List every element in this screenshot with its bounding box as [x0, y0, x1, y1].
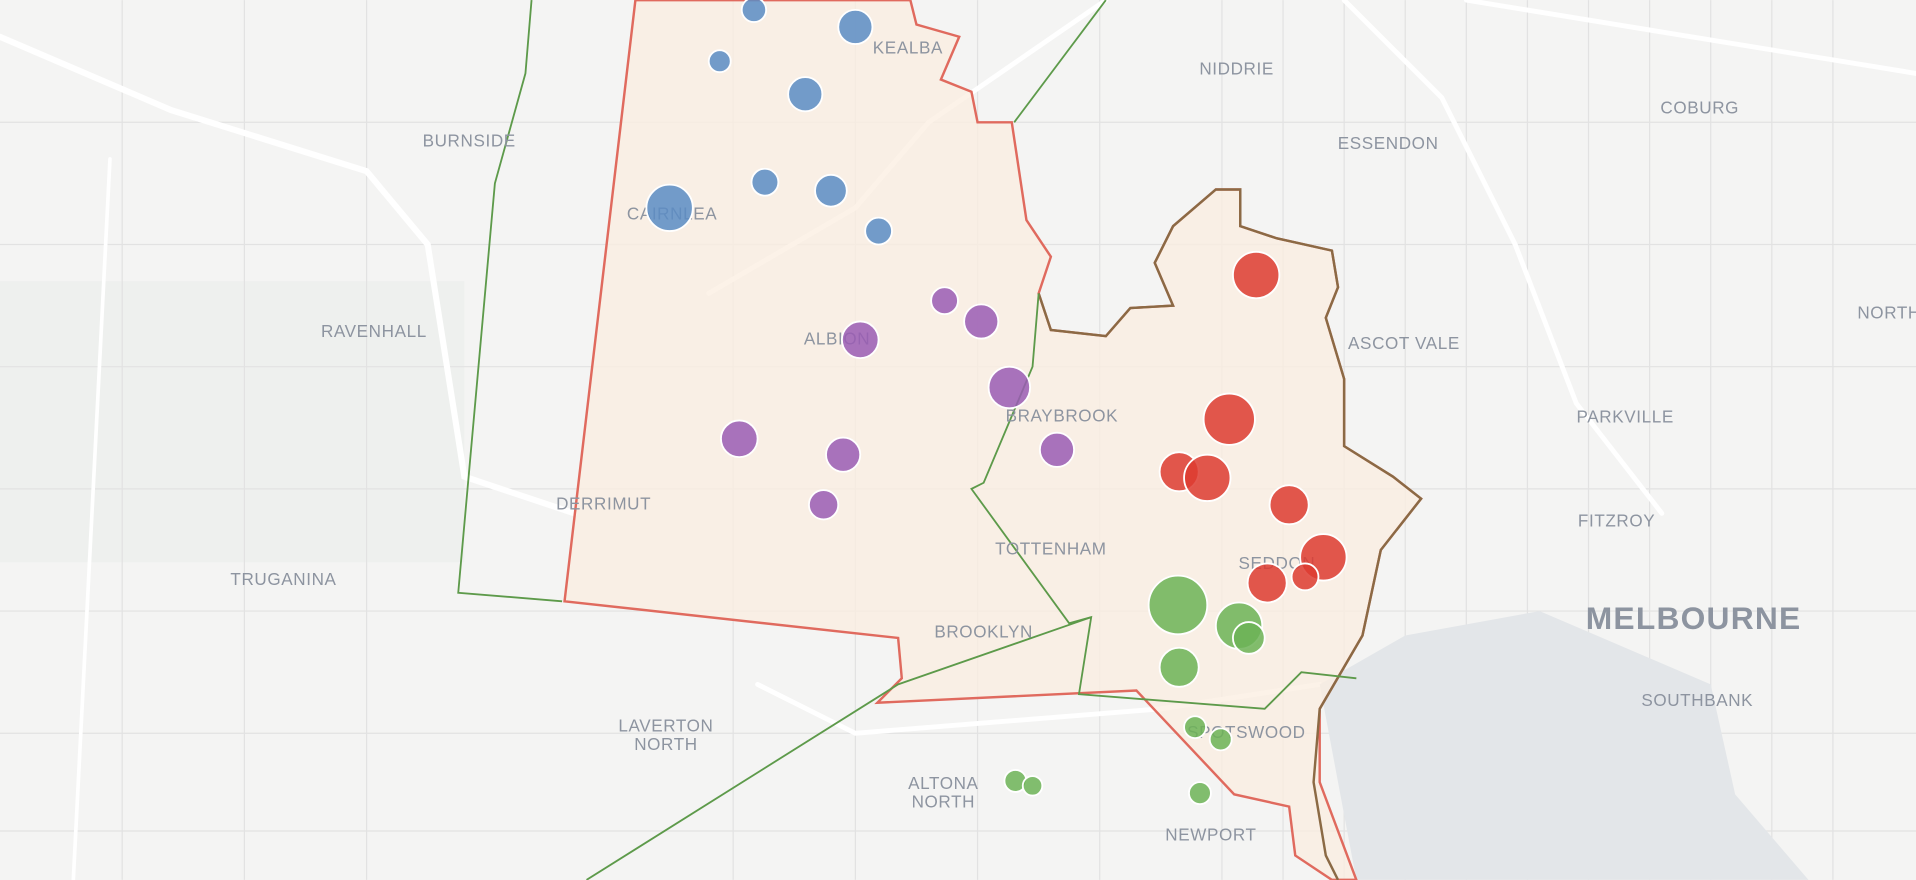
point — [837, 8, 874, 46]
place-label: NIDDRIE — [1199, 59, 1274, 78]
place-label: RAVENHALL — [321, 322, 427, 341]
place-label: ASCOT VALE — [1348, 334, 1460, 353]
labels: KEALBA NIDDRIE COBURG BURNSIDE ESSENDON … — [230, 38, 1916, 844]
point — [814, 173, 848, 208]
place-label: NEWPORT — [1165, 825, 1256, 844]
point — [740, 0, 768, 24]
place-label: ESSENDON — [1338, 134, 1439, 153]
place-label: NORTH — [634, 735, 698, 754]
point — [787, 76, 824, 113]
land-area — [0, 281, 465, 563]
point — [750, 167, 780, 197]
point — [1208, 727, 1233, 752]
points-blue — [645, 0, 893, 246]
point — [1158, 646, 1200, 688]
place-label: DERRIMUT — [556, 494, 651, 513]
city-label: MELBOURNE — [1586, 600, 1802, 636]
point — [1202, 392, 1256, 446]
point — [1246, 562, 1288, 604]
points-red — [1158, 250, 1348, 604]
points-purple — [720, 286, 1076, 521]
point — [987, 365, 1032, 410]
point — [1268, 484, 1310, 526]
place-label: PARKVILLE — [1577, 408, 1674, 427]
place-label: BURNSIDE — [423, 131, 516, 150]
points-green — [1003, 574, 1266, 806]
point — [930, 286, 959, 316]
place-label: KEALBA — [873, 38, 943, 57]
point — [1021, 775, 1044, 797]
point — [840, 320, 880, 360]
place-label: FITZROY — [1578, 511, 1655, 530]
place-label: NORTH — [1857, 304, 1916, 323]
point — [1290, 562, 1320, 592]
point — [1183, 715, 1207, 740]
place-label: SOUTHBANK — [1641, 691, 1753, 710]
point — [1232, 621, 1266, 655]
point — [1188, 781, 1212, 806]
point — [864, 216, 893, 246]
point — [720, 419, 759, 459]
place-label: TRUGANINA — [230, 570, 336, 589]
point — [963, 303, 1000, 340]
point — [1232, 250, 1281, 300]
point — [1183, 453, 1232, 503]
region-east — [1037, 188, 1423, 880]
water — [1319, 611, 1809, 880]
point — [707, 49, 732, 74]
place-label: TOTTENHAM — [995, 539, 1107, 558]
place-label: BRAYBROOK — [1006, 406, 1119, 425]
point — [1147, 574, 1209, 636]
point — [825, 436, 862, 473]
place-label: COBURG — [1660, 98, 1739, 117]
point — [645, 183, 694, 232]
place-label: BROOKLYN — [934, 623, 1033, 642]
boundaries — [457, 0, 1357, 880]
place-label: LAVERTON — [618, 717, 713, 736]
point — [1038, 431, 1076, 468]
point — [808, 489, 840, 521]
place-label: NORTH — [912, 792, 976, 811]
place-label: ALTONA — [908, 774, 978, 793]
